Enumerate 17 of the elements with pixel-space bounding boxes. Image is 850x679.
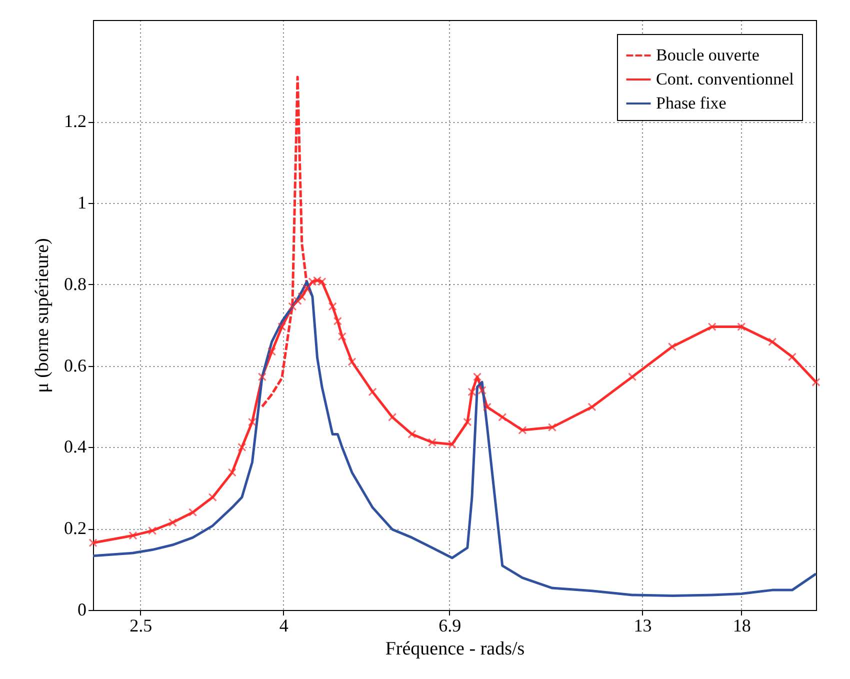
y-tick-label: 0.6: [64, 355, 86, 376]
x-tick-label: 6.9: [438, 616, 462, 636]
x-tick-label: 13: [634, 616, 652, 636]
y-tick-label: 1.2: [64, 111, 86, 132]
legend-label: Boucle ouverte: [656, 46, 760, 64]
y-tick-label: 1: [78, 192, 86, 213]
y-tick-label: 0.2: [64, 518, 86, 538]
x-tick-label: 2.5: [130, 616, 152, 636]
x-tick-label: 4: [279, 616, 288, 636]
y-axis-title: μ (borne supérieure): [32, 238, 53, 393]
x-tick-label: 18: [732, 616, 751, 636]
legend-label: Phase fixe: [656, 94, 726, 112]
y-tick-label: 0.4: [64, 436, 86, 457]
y-tick-label: 0: [78, 600, 86, 620]
y-tick-label: 0.8: [64, 274, 86, 294]
x-axis-title: Fréquence - rads/s: [385, 638, 525, 660]
legend-label: Cont. conventionnel: [656, 70, 794, 88]
